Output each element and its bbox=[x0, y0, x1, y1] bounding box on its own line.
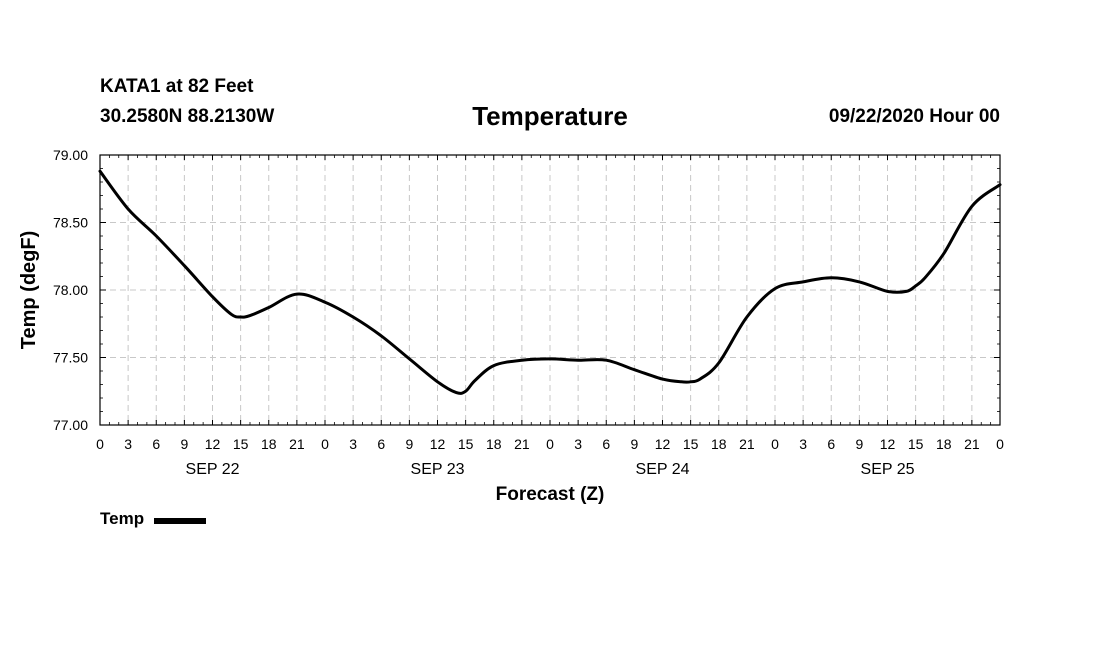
x-tick-label: 15 bbox=[908, 436, 924, 452]
x-tick-label: 12 bbox=[205, 436, 221, 452]
station-label: KATA1 at 82 Feet bbox=[100, 76, 254, 97]
x-tick-label: 12 bbox=[430, 436, 446, 452]
x-tick-label: 6 bbox=[602, 436, 610, 452]
y-axis-title: Temp (degF) bbox=[18, 231, 40, 350]
legend-line-swatch bbox=[154, 517, 207, 524]
x-tick-label: 12 bbox=[655, 436, 671, 452]
legend: Temp bbox=[100, 509, 207, 529]
x-axis-title: Forecast (Z) bbox=[496, 484, 605, 505]
x-day-label: SEP 24 bbox=[636, 461, 690, 478]
x-tick-label: 6 bbox=[827, 436, 835, 452]
chart-title: Temperature bbox=[472, 101, 628, 131]
x-tick-label: 3 bbox=[799, 436, 807, 452]
x-tick-label: 0 bbox=[771, 436, 779, 452]
x-tick-label: 9 bbox=[180, 436, 188, 452]
y-tick-label: 78.00 bbox=[53, 282, 88, 298]
x-day-label: SEP 22 bbox=[186, 461, 240, 478]
coordinates-label: 30.2580N 88.2130W bbox=[100, 106, 275, 127]
x-tick-label: 0 bbox=[321, 436, 329, 452]
x-tick-label: 3 bbox=[574, 436, 582, 452]
x-day-label: SEP 25 bbox=[861, 461, 915, 478]
x-tick-label: 0 bbox=[546, 436, 554, 452]
y-tick-label: 77.50 bbox=[53, 350, 88, 366]
x-tick-label: 3 bbox=[124, 436, 132, 452]
x-day-label: SEP 23 bbox=[411, 461, 465, 478]
x-tick-label: 0 bbox=[96, 436, 104, 452]
x-tick-label: 18 bbox=[936, 436, 952, 452]
x-tick-label: 9 bbox=[855, 436, 863, 452]
timestamp-label: 09/22/2020 Hour 00 bbox=[828, 106, 1000, 127]
x-tick-label: 15 bbox=[458, 436, 474, 452]
x-tick-label: 18 bbox=[711, 436, 727, 452]
x-tick-label: 15 bbox=[683, 436, 699, 452]
x-tick-label: 15 bbox=[233, 436, 249, 452]
y-tick-label: 78.50 bbox=[53, 215, 88, 231]
legend-label: Temp bbox=[100, 509, 145, 528]
x-tick-label: 21 bbox=[514, 436, 530, 452]
x-tick-label: 6 bbox=[377, 436, 385, 452]
y-tick-label: 79.00 bbox=[53, 147, 88, 163]
x-tick-label: 21 bbox=[739, 436, 755, 452]
x-tick-label: 12 bbox=[880, 436, 896, 452]
x-tick-label: 9 bbox=[630, 436, 638, 452]
x-tick-label: 3 bbox=[349, 436, 357, 452]
x-tick-label: 6 bbox=[152, 436, 160, 452]
y-tick-label: 77.00 bbox=[53, 417, 88, 433]
x-tick-label: 9 bbox=[405, 436, 413, 452]
series-line-temp bbox=[98, 169, 1002, 395]
x-tick-label: 18 bbox=[486, 436, 502, 452]
x-tick-label: 21 bbox=[289, 436, 305, 452]
x-tick-label: 0 bbox=[996, 436, 1004, 452]
x-tick-label: 18 bbox=[261, 436, 277, 452]
x-tick-label: 21 bbox=[964, 436, 980, 452]
